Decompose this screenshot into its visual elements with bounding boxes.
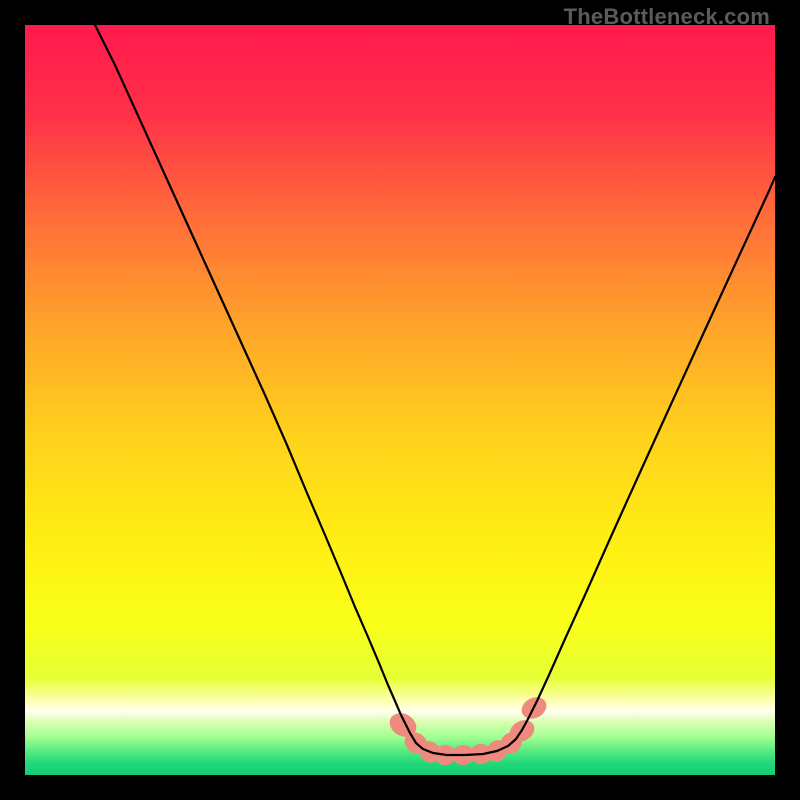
- bottleneck-curve: [25, 25, 775, 775]
- chart-container: TheBottleneck.com: [0, 0, 800, 800]
- curve-path: [95, 25, 775, 755]
- plot-area: [25, 25, 775, 775]
